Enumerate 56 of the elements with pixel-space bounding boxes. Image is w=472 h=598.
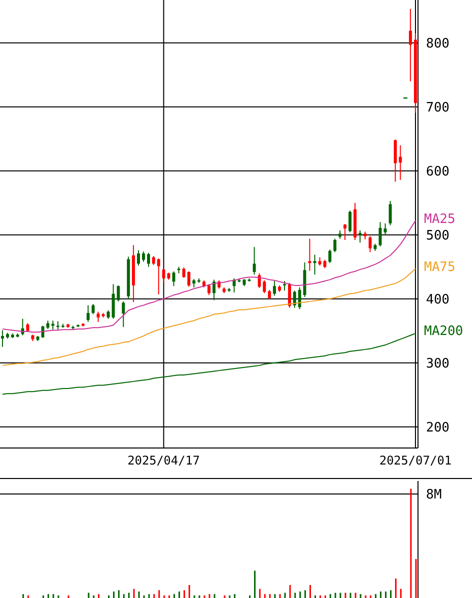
y-tick-label: 600 [426,164,450,180]
candlestick [378,222,382,247]
candlestick [262,280,266,294]
y-tick-label: 300 [426,356,450,372]
y-tick-label: 500 [426,228,450,244]
candlestick [96,311,100,322]
line-series [2,220,416,333]
candlestick [116,284,120,302]
candlestick [288,282,292,308]
x-tick-label: 2025/07/01 [379,454,452,468]
series-label: MA75 [424,260,456,276]
candlestick [293,290,296,308]
candlestick [122,300,125,328]
candlestick [368,236,372,253]
candlestick [187,270,190,288]
candlestick [172,270,176,287]
candlestick [283,280,286,292]
candlestick [162,268,166,284]
candlestick [388,200,392,226]
candlestick [92,304,95,315]
y-tick-label: 700 [426,100,450,116]
candlestick [258,272,261,288]
y-tick-label: 200 [426,420,450,436]
candlestick [333,238,336,253]
candlestick [86,304,90,322]
candlestick [398,144,402,180]
candlestick [298,286,302,310]
candlestick [384,222,387,236]
candlestick [348,210,352,233]
candlestick [182,267,186,278]
candlestick [1,330,4,348]
candlestick [328,249,332,264]
series-label: MA200 [424,324,464,340]
line-series [2,268,416,366]
x-tick-label: 2025/04/17 [128,454,200,468]
candlestick [343,224,346,240]
candlestick [112,284,115,320]
y-tick-label: 800 [426,36,450,52]
candlestick [207,284,210,296]
candlestick [41,325,44,338]
candlestick [147,252,150,268]
candlestick [394,139,397,182]
candlestick [212,279,216,301]
y-tick-label: 8M [426,488,442,503]
candlestick [308,238,312,272]
candlestick [408,8,412,82]
series-label: MA25 [424,212,456,228]
candlestick [252,246,256,276]
candlestick [157,258,160,295]
candlestick [268,289,271,300]
candlestick [142,251,146,262]
y-tick-label: 400 [426,292,450,308]
candlestick [272,280,276,296]
candlestick [136,250,140,266]
candlestick [313,254,316,276]
line-series [2,332,416,395]
